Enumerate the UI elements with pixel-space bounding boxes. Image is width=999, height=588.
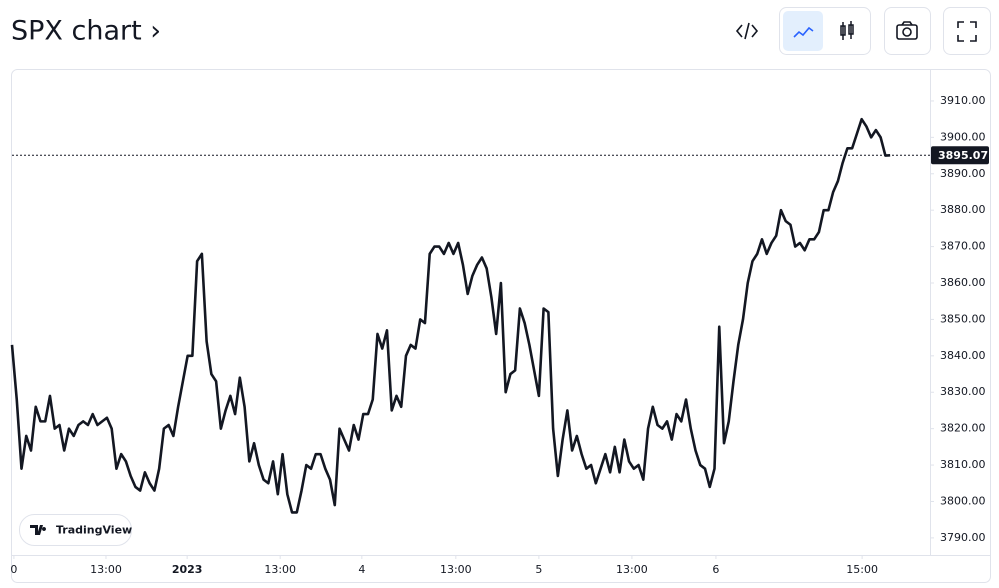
screenshot-button[interactable] xyxy=(884,7,931,55)
y-tick-label: 3830.00 xyxy=(940,385,986,398)
candle-type-button[interactable] xyxy=(840,21,854,40)
x-tick-label: 13:00 xyxy=(264,563,296,576)
y-tick-label: 3810.00 xyxy=(940,458,986,471)
x-tick-label: 13:00 xyxy=(616,563,648,576)
camera-icon xyxy=(896,21,918,40)
y-tick-label: 3870.00 xyxy=(940,240,986,253)
y-tick-label: 3900.00 xyxy=(940,130,986,143)
x-tick-label: 6 xyxy=(712,563,719,576)
line-type-button[interactable] xyxy=(783,11,823,51)
price-line xyxy=(10,117,891,514)
y-tick-label: 3890.00 xyxy=(940,167,986,180)
x-tick-label: 13:00 xyxy=(440,563,472,576)
y-tick-label: 3860.00 xyxy=(940,276,986,289)
last-price-label: 3895.07 xyxy=(938,149,988,162)
plot: 3790.00 3800.00 3810.00 3820.00 3830.00 3840.… xyxy=(10,94,989,576)
x-tick-label: 13:00 xyxy=(90,563,122,576)
chart-type-group xyxy=(779,7,871,55)
x-tick-label: 5 xyxy=(535,563,542,576)
x-tick-label: 2023 xyxy=(172,563,203,576)
embed-button[interactable] xyxy=(735,22,759,40)
line-icon xyxy=(793,26,814,38)
x-tick-label: 0 xyxy=(10,563,17,576)
x-tick-label: 15:00 xyxy=(846,563,878,576)
x-tick-label: 4 xyxy=(358,563,365,576)
y-tick-label: 3790.00 xyxy=(940,531,986,544)
watermark-logo xyxy=(30,525,47,535)
watermark-text: TradingView xyxy=(56,524,132,537)
chart-frame xyxy=(11,69,991,583)
y-tick-label: 3880.00 xyxy=(940,203,986,216)
y-tick-label: 3850.00 xyxy=(940,312,986,325)
y-tick-label: 3840.00 xyxy=(940,349,986,362)
fullscreen-button[interactable] xyxy=(943,7,991,55)
fullscreen-icon xyxy=(957,21,977,42)
y-tick-label: 3820.00 xyxy=(940,422,986,435)
watermark-badge[interactable] xyxy=(19,514,132,546)
y-tick-label: 3800.00 xyxy=(940,494,986,507)
chart-title[interactable]: SPX chart › xyxy=(11,16,161,47)
y-tick-label: 3910.00 xyxy=(940,94,986,107)
last-price-tag xyxy=(931,146,989,165)
